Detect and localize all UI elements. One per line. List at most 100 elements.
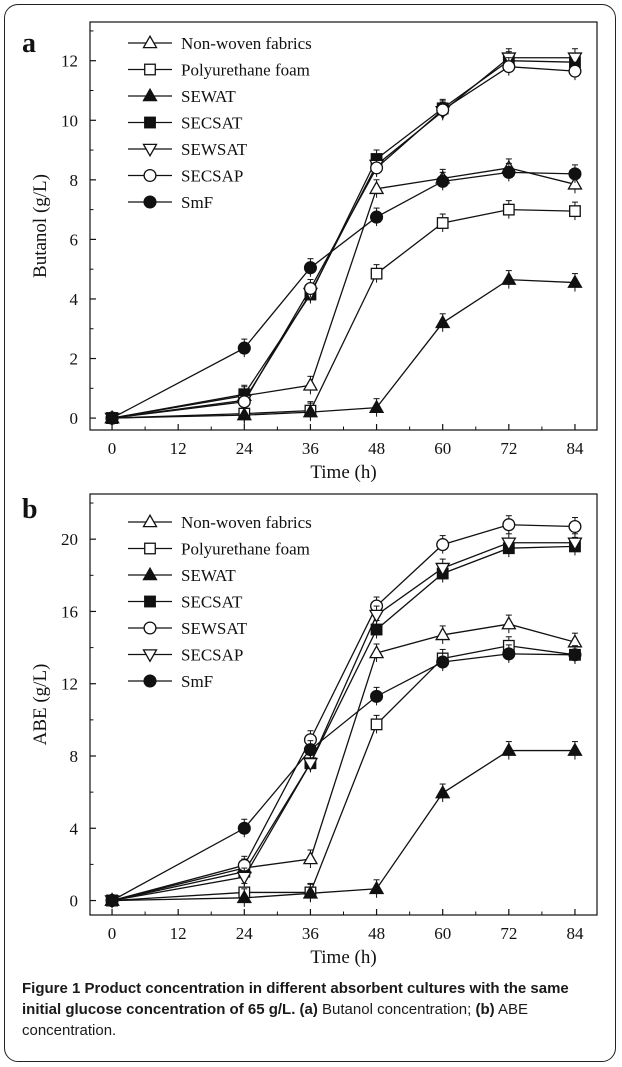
- y-axis-label-a: Butanol (g/L): [30, 174, 51, 278]
- x-axis-label-a: Time (h): [310, 462, 376, 483]
- data-point-a-6-3: [370, 210, 384, 224]
- x-tick-label-b-2: 24: [236, 924, 254, 943]
- x-tick-label-b-3: 36: [302, 924, 319, 943]
- figure-caption: Figure 1 Product concentration in differ…: [22, 978, 607, 1041]
- x-tick-label-a-7: 84: [566, 439, 584, 458]
- legend-label-a-3: SECSAT: [181, 114, 243, 133]
- data-point-a-6-1: [237, 341, 251, 355]
- series-line-b-0: [111, 623, 576, 902]
- legend-label-a-4: SEWSAT: [181, 140, 248, 159]
- x-tick-label-a-2: 24: [236, 439, 254, 458]
- data-point-a-5-2: [303, 282, 317, 296]
- legend-marker-b-5: [142, 649, 158, 663]
- series-line-a-2: [112, 278, 575, 419]
- data-point-b-6-1: [237, 821, 251, 835]
- data-point-b-4-6: [568, 519, 582, 534]
- caption-label-b: (b): [475, 1001, 495, 1018]
- data-point-b-0-4: [435, 626, 451, 641]
- legend-marker-b-1: [144, 542, 156, 555]
- series-line-b-2: [112, 749, 575, 902]
- y-tick-label-a-5: 10: [61, 111, 78, 130]
- data-point-b-6-4: [436, 655, 450, 669]
- data-point-b-6-3: [370, 689, 384, 703]
- data-point-a-2-2: [302, 403, 319, 418]
- data-point-a-4-6: [567, 52, 583, 66]
- data-point-a-0-3: [368, 180, 385, 195]
- legend-label-a-0: Non-woven fabrics: [181, 34, 312, 53]
- data-point-a-1-5: [502, 203, 515, 216]
- data-point-b-5-1: [236, 871, 252, 886]
- x-tick-label-b-4: 48: [368, 924, 385, 943]
- data-point-a-6-0: [105, 411, 119, 425]
- legend-label-b-6: SmF: [181, 672, 213, 691]
- y-tick-label-b-3: 12: [61, 675, 78, 694]
- data-point-b-1-3: [370, 718, 383, 731]
- data-point-b-2-2: [302, 885, 319, 899]
- data-point-a-0-2: [302, 377, 319, 391]
- x-tick-label-a-4: 48: [368, 439, 385, 458]
- y-tick-label-a-4: 8: [70, 171, 79, 190]
- legend-marker-a-6: [143, 195, 157, 209]
- legend-marker-b-0: [142, 513, 158, 528]
- y-tick-label-a-1: 2: [70, 350, 79, 369]
- data-point-a-1-3: [370, 267, 383, 280]
- y-tick-label-a-3: 6: [70, 230, 79, 249]
- data-point-b-5-5: [501, 537, 517, 551]
- legend-marker-a-2: [142, 87, 158, 102]
- data-point-a-5-4: [436, 103, 450, 117]
- legend-marker-b-2: [142, 566, 158, 581]
- data-point-b-5-3: [368, 609, 385, 624]
- legend-label-b-2: SEWAT: [181, 566, 236, 585]
- data-point-a-5-1: [237, 395, 251, 409]
- legend-marker-a-5: [143, 168, 157, 183]
- y-tick-label-a-2: 4: [70, 290, 79, 309]
- data-point-b-6-6: [568, 648, 582, 662]
- data-point-b-2-5: [501, 742, 517, 756]
- legend-label-a-2: SEWAT: [181, 87, 236, 106]
- data-point-b-0-2: [302, 850, 319, 865]
- legend-marker-a-3: [144, 116, 156, 129]
- y-tick-label-b-5: 20: [61, 530, 78, 549]
- legend-label-a-1: Polyurethane foam: [181, 61, 310, 80]
- y-tick-label-b-1: 4: [70, 819, 79, 838]
- data-point-a-2-4: [435, 314, 451, 329]
- data-point-b-2-3: [368, 880, 385, 895]
- data-point-b-2-6: [567, 742, 583, 756]
- x-axis-label-b: Time (h): [310, 947, 376, 968]
- series-line-a-4: [111, 57, 575, 419]
- x-tick-label-a-1: 12: [170, 439, 187, 458]
- y-axis-label-b: ABE (g/L): [30, 664, 51, 746]
- legend-label-b-0: Non-woven fabrics: [181, 513, 312, 532]
- data-point-a-2-3: [368, 399, 385, 413]
- data-point-a-5-5: [502, 60, 516, 74]
- x-tick-label-a-0: 0: [108, 439, 117, 458]
- data-point-b-3-3: [370, 623, 383, 636]
- data-point-b-6-0: [105, 894, 119, 908]
- legend-label-b-5: SECSAP: [181, 646, 243, 665]
- series-line-a-1: [112, 208, 575, 419]
- legend-marker-b-4: [143, 621, 157, 635]
- x-tick-label-b-7: 84: [566, 924, 584, 943]
- panel-label-a: a: [22, 28, 36, 59]
- data-point-a-6-2: [303, 261, 317, 275]
- figure-frame: [4, 4, 616, 1062]
- legend-marker-a-1: [144, 63, 156, 76]
- plot-frame-b: [89, 493, 598, 916]
- data-point-b-2-4: [435, 784, 451, 799]
- caption-text-b: ABE concentration.: [22, 1001, 528, 1039]
- data-point-b-0-5: [501, 615, 517, 630]
- data-point-b-6-5: [502, 647, 516, 661]
- legend-label-a-5: SECSAP: [181, 167, 243, 186]
- data-point-b-0-3: [368, 644, 385, 659]
- y-tick-label-b-0: 0: [70, 892, 79, 911]
- data-point-b-6-2: [303, 743, 317, 757]
- data-point-a-2-1: [236, 406, 252, 421]
- data-point-b-5-6: [567, 537, 583, 551]
- data-point-b-5-4: [435, 562, 451, 577]
- x-tick-label-a-3: 36: [302, 439, 319, 458]
- data-point-a-6-4: [436, 174, 450, 188]
- data-point-a-1-6: [569, 205, 581, 218]
- data-point-a-2-6: [567, 274, 583, 288]
- y-tick-label-a-0: 0: [70, 409, 79, 428]
